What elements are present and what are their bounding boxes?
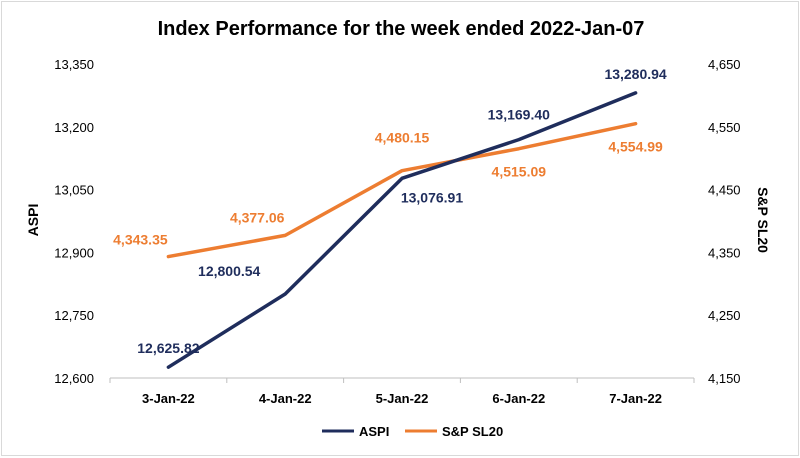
y-tick-label: 12,600 bbox=[54, 371, 94, 386]
legend-label-sp: S&P SL20 bbox=[442, 424, 503, 439]
y2-axis-title: S&P SL20 bbox=[755, 187, 771, 253]
legend-label-aspi: ASPI bbox=[359, 424, 389, 439]
data-label-sp-sl20: 4,515.09 bbox=[492, 164, 547, 180]
data-label-aspi: 13,280.94 bbox=[604, 66, 666, 82]
y2-tick-label: 4,550 bbox=[708, 120, 741, 135]
series-line-aspi bbox=[166, 91, 638, 369]
y2-tick-label: 4,650 bbox=[708, 57, 741, 72]
data-label-aspi: 12,800.54 bbox=[198, 263, 260, 279]
y2-tick-label: 4,250 bbox=[708, 308, 741, 323]
data-label-aspi: 13,169.40 bbox=[488, 107, 550, 123]
y-tick-label: 13,050 bbox=[54, 183, 94, 198]
y2-tick-label: 4,150 bbox=[708, 371, 741, 386]
y-tick-label: 13,200 bbox=[54, 120, 94, 135]
y2-axis-ticks: 4,150 4,250 4,350 4,450 4,550 4,650 bbox=[708, 57, 741, 386]
x-tick-label: 3-Jan-22 bbox=[142, 391, 195, 406]
data-label-sp-sl20: 4,343.35 bbox=[113, 232, 168, 248]
x-tick-label: 6-Jan-22 bbox=[492, 391, 545, 406]
y2-tick-label: 4,350 bbox=[708, 245, 741, 260]
series-line-sp-sl20 bbox=[166, 121, 638, 259]
y2-tick-label: 4,450 bbox=[708, 183, 741, 198]
data-label-sp-sl20: 4,554.99 bbox=[608, 139, 663, 155]
y-tick-label: 12,900 bbox=[54, 245, 94, 260]
legend: ASPI S&P SL20 bbox=[322, 424, 503, 439]
y-tick-label: 12,750 bbox=[54, 308, 94, 323]
series-lines bbox=[166, 91, 638, 369]
x-tick-label: 4-Jan-22 bbox=[259, 391, 312, 406]
chart-title: Index Performance for the week ended 202… bbox=[158, 18, 645, 40]
y-tick-label: 13,350 bbox=[54, 57, 94, 72]
y-axis-title: ASPI bbox=[25, 204, 41, 237]
data-label-sp-sl20: 4,377.06 bbox=[230, 209, 285, 225]
data-label-aspi: 13,076.91 bbox=[401, 189, 463, 205]
x-axis-ticks: 3-Jan-22 4-Jan-22 5-Jan-22 6-Jan-22 7-Jan-22 bbox=[109, 378, 695, 406]
data-label-aspi: 12,625.82 bbox=[137, 340, 199, 356]
data-label-sp-sl20: 4,480.15 bbox=[375, 130, 430, 146]
x-tick-label: 7-Jan-22 bbox=[609, 391, 662, 406]
y-axis-ticks: 12,600 12,750 12,900 13,050 13,200 13,350 bbox=[54, 57, 94, 386]
data-labels: 12,625.82 12,800.54 13,076.91 13,169.40 13,2… bbox=[113, 66, 667, 356]
x-tick-label: 5-Jan-22 bbox=[376, 391, 429, 406]
